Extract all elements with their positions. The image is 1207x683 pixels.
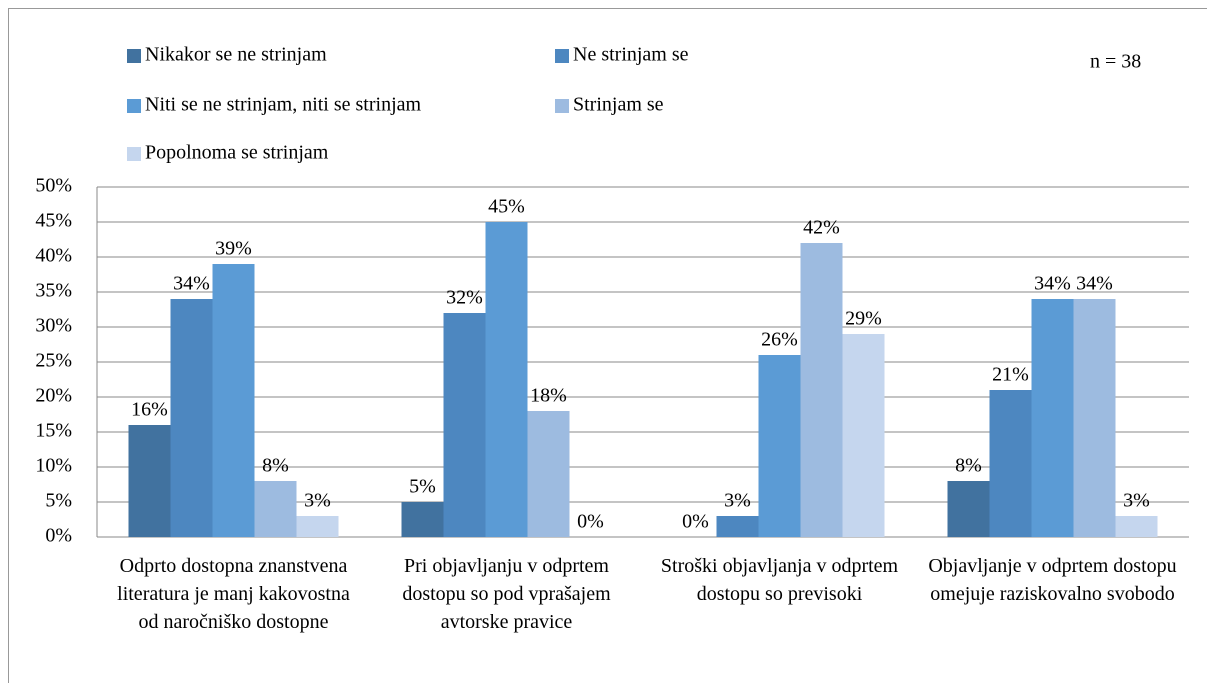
bar xyxy=(1073,299,1116,537)
y-tick-label: 5% xyxy=(45,490,72,512)
bar xyxy=(296,516,339,537)
data-label: 39% xyxy=(215,238,252,260)
legend-swatch xyxy=(555,49,569,63)
y-tick-label: 50% xyxy=(35,175,72,197)
data-label: 34% xyxy=(1076,273,1113,295)
bar xyxy=(1115,516,1158,537)
data-label: 3% xyxy=(724,490,751,512)
y-tick-label: 30% xyxy=(35,315,72,337)
bar xyxy=(485,222,528,537)
legend-label: Ne strinjam se xyxy=(573,44,689,66)
data-label: 29% xyxy=(845,308,882,330)
data-label: 0% xyxy=(682,511,709,533)
x-tick-label: Pri objavljanju v odprtem dostopu so pod… xyxy=(402,555,611,633)
bar xyxy=(1031,299,1074,537)
bar xyxy=(212,264,255,537)
y-tick-label: 20% xyxy=(35,385,72,407)
bar xyxy=(989,390,1032,537)
bar xyxy=(254,481,297,537)
y-tick-label: 15% xyxy=(35,420,72,442)
bar xyxy=(758,355,801,537)
legend-label: Strinjam se xyxy=(573,94,664,116)
legend-label: Niti se ne strinjam, niti se strinjam xyxy=(145,94,422,116)
data-label: 34% xyxy=(173,273,210,295)
y-tick-label: 35% xyxy=(35,280,72,302)
data-label: 3% xyxy=(304,490,331,512)
data-label: 21% xyxy=(992,364,1029,386)
y-tick-label: 45% xyxy=(35,210,72,232)
data-label: 45% xyxy=(488,196,525,218)
legend-label: Popolnoma se strinjam xyxy=(145,142,329,164)
bar xyxy=(947,481,990,537)
y-tick-label: 10% xyxy=(35,455,72,477)
legend-swatch xyxy=(555,99,569,113)
x-tick-label: Stroški objavljanja v odprtem dostopu so… xyxy=(660,555,899,605)
x-tick-label: Objavljanje v odprtem dostopu omejuje ra… xyxy=(928,555,1177,605)
data-label: 16% xyxy=(131,399,168,421)
annotation: n = 38 xyxy=(1090,51,1141,73)
data-label: 34% xyxy=(1034,273,1071,295)
data-label: 0% xyxy=(577,511,604,533)
bar xyxy=(443,313,486,537)
data-label: 18% xyxy=(530,385,567,407)
legend-swatch xyxy=(127,99,141,113)
data-label: 42% xyxy=(803,217,840,239)
bar xyxy=(716,516,759,537)
bar xyxy=(170,299,213,537)
legend-label: Nikakor se ne strinjam xyxy=(145,44,327,66)
y-tick-label: 25% xyxy=(35,350,72,372)
chart-frame xyxy=(8,8,1207,683)
data-label: 32% xyxy=(446,287,483,309)
bar xyxy=(800,243,843,537)
legend-swatch xyxy=(127,49,141,63)
y-tick-label: 40% xyxy=(35,245,72,267)
data-label: 8% xyxy=(955,455,982,477)
data-label: 26% xyxy=(761,329,798,351)
y-tick-label: 0% xyxy=(45,525,72,547)
data-label: 3% xyxy=(1123,490,1150,512)
bar xyxy=(842,334,885,537)
legend-swatch xyxy=(127,147,141,161)
data-label: 5% xyxy=(409,476,436,498)
bar xyxy=(401,502,444,537)
bar xyxy=(527,411,570,537)
data-label: 8% xyxy=(262,455,289,477)
x-tick-label: Odprto dostopna znanstvena literatura je… xyxy=(117,555,350,633)
bar xyxy=(128,425,171,537)
